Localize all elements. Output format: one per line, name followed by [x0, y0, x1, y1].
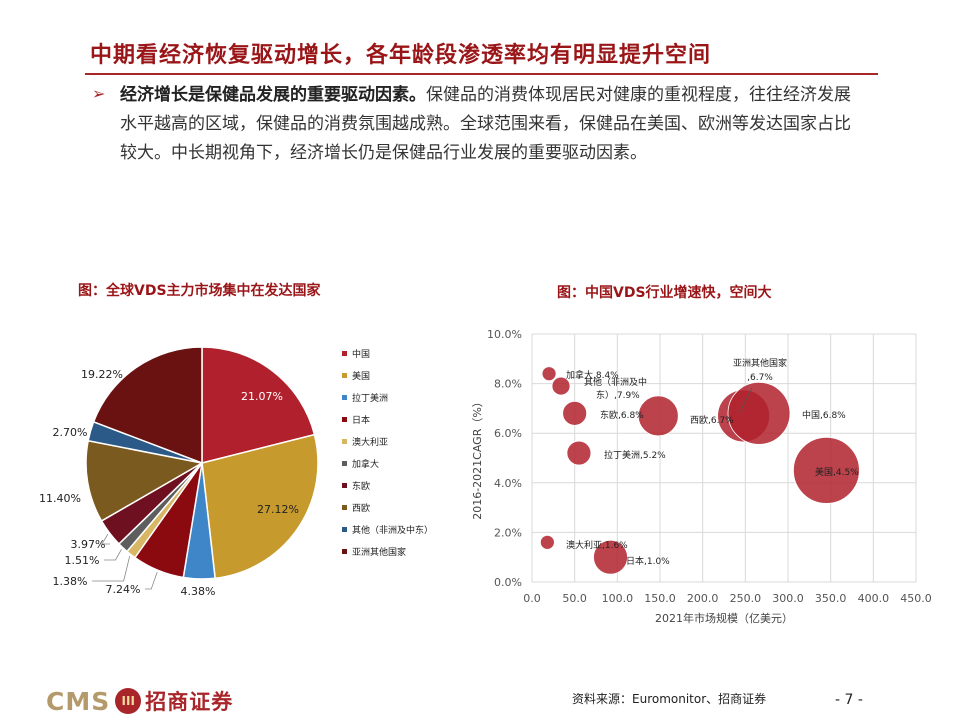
y-tick-label: 0.0% [494, 576, 522, 589]
pie-data-label: 2.70% [53, 426, 88, 439]
pie-leader-line [104, 549, 122, 561]
bullet-bold-lead: 经济增长是保健品发展的重要驱动因素。 [120, 85, 426, 105]
y-tick-label: 4.0% [494, 477, 522, 490]
source-note: 资料来源：Euromonitor、招商证券 [572, 692, 767, 706]
y-tick-label: 6.0% [494, 427, 522, 440]
bubble-point [637, 395, 679, 437]
pie-data-label: 21.07% [241, 390, 283, 403]
pie-slice [201, 433, 319, 580]
x-tick-label: 350.0 [815, 592, 847, 605]
bullet-paragraph: 经济增长是保健品发展的重要驱动因素。保健品的消费体现居民对健康的重视程度，往往经… [120, 81, 860, 168]
pie-data-label: 1.51% [65, 554, 100, 567]
pie-slice [92, 346, 203, 465]
pie-data-label: 11.40% [39, 492, 81, 505]
legend-label: 中国 [352, 348, 370, 360]
legend-label: 澳大利亚 [352, 436, 388, 448]
legend-swatch [342, 373, 347, 378]
pie-data-label: 4.38% [181, 585, 216, 598]
page-title: 中期看经济恢复驱动增长，各年龄段渗透率均有明显提升空间 [90, 43, 712, 68]
y-axis-label: 2016-2021CAGR（%） [471, 396, 484, 520]
bubble-label: 西欧,6.7% [690, 414, 734, 426]
legend-label: 西欧 [352, 502, 370, 514]
page-number: - 7 - [835, 692, 863, 708]
legend-swatch [342, 439, 347, 444]
pie-data-label: 19.22% [81, 368, 123, 381]
pie-data-label: 27.12% [257, 503, 299, 516]
bubble-point [539, 534, 555, 550]
bubble-point [593, 539, 628, 575]
legend-label: 其他（非洲及中东） [352, 524, 433, 536]
legend-label: 加拿大 [352, 458, 379, 470]
pie-leader-line [145, 572, 158, 590]
x-tick-label: 450.0 [900, 592, 932, 605]
bullet-body: 保健品的消费体现居民对健康的重视程度，往往经济发展水平越高的区域，保健品的消费氛… [120, 85, 851, 163]
bubble-label: 澳大利亚,1.6% [566, 539, 628, 551]
bubble-point [551, 376, 571, 396]
legend-swatch [342, 417, 347, 422]
bubble-chart-title: 图：中国VDS行业增速快，空间大 [557, 285, 772, 301]
x-tick-label: 250.0 [730, 592, 762, 605]
pie-chart-title: 图：全球VDS主力市场集中在发达国家 [78, 283, 321, 299]
y-tick-label: 2.0% [494, 526, 522, 539]
legend-label: 东欧 [352, 480, 370, 492]
bubble-point [793, 436, 860, 504]
legend-swatch [342, 461, 347, 466]
legend-label: 日本 [352, 414, 370, 426]
bubble-label: 美国,4.5% [815, 466, 859, 478]
bubble-leader-line [739, 387, 753, 413]
x-tick-label: 200.0 [687, 592, 719, 605]
pie-slice [201, 346, 316, 464]
bubble-point [562, 400, 588, 426]
legend-label: 亚洲其他国家 [352, 546, 406, 558]
logo-latin: CMS [46, 686, 111, 716]
legend-swatch [342, 527, 347, 532]
y-tick-label: 10.0% [487, 328, 522, 341]
bubble-label: 东欧,6.8% [600, 409, 644, 421]
company-logo: CMS III 招商证券 [46, 686, 233, 716]
legend-swatch [342, 351, 347, 356]
pie-data-label: 3.97% [71, 538, 106, 551]
bullet-arrow-icon: ➢ [92, 84, 106, 103]
x-tick-label: 150.0 [644, 592, 676, 605]
legend-swatch [342, 549, 347, 554]
bubble-point [566, 440, 592, 466]
bubble-point [541, 366, 557, 382]
logo-chinese: 招商证券 [145, 690, 234, 714]
bubble-label: 日本,1.0% [626, 555, 670, 567]
bubble-label: 拉丁美洲,5.2% [604, 449, 666, 461]
pie-slice [85, 439, 205, 522]
x-tick-label: 300.0 [772, 592, 804, 605]
pie-data-label: 7.24% [106, 583, 141, 596]
bubble-label: 加拿大,8.4% [566, 369, 619, 381]
logo-badge-icon: III [115, 688, 142, 714]
pie-leader-line [101, 533, 110, 545]
pie-data-label: 1.38% [53, 575, 88, 588]
legend-swatch [342, 483, 347, 488]
legend-swatch [342, 505, 347, 510]
bubble-label: 其他（非洲及中 [584, 376, 647, 388]
bubble-label: 东）,7.9% [596, 389, 640, 401]
x-axis-label: 2021年市场规模（亿美元） [655, 611, 793, 625]
bubble-label: 中国,6.8% [802, 409, 846, 421]
title-divider [85, 73, 878, 75]
bubble-label: ,6.7% [747, 373, 773, 383]
bubble-label: 亚洲其他国家 [733, 357, 787, 369]
legend-label: 美国 [352, 370, 370, 382]
x-tick-label: 50.0 [562, 592, 587, 605]
legend-label: 拉丁美洲 [352, 392, 388, 404]
legend-swatch [342, 395, 347, 400]
x-tick-label: 0.0 [523, 592, 541, 605]
y-tick-label: 8.0% [494, 378, 522, 391]
x-tick-label: 400.0 [858, 592, 890, 605]
pie-leader-line [92, 556, 131, 582]
bubble-point [727, 381, 791, 445]
x-tick-label: 100.0 [602, 592, 634, 605]
